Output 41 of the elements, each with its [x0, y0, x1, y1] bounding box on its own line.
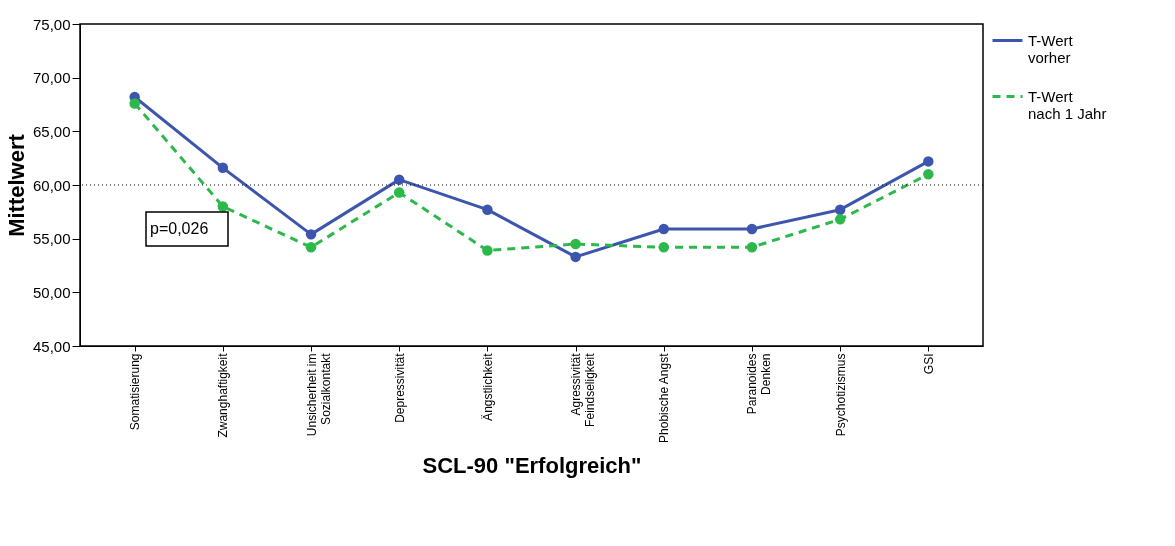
point	[570, 238, 581, 250]
point	[393, 187, 405, 198]
y-tick-label: 70,00	[32, 69, 71, 87]
point	[217, 162, 229, 174]
y-tick-label: 75,00	[32, 15, 71, 33]
x-tick-label: Paranoides Denken	[745, 353, 774, 415]
point	[217, 201, 229, 212]
point	[305, 229, 317, 240]
point	[746, 242, 758, 253]
point	[834, 204, 846, 215]
x-tick-label: Zwanghaftigkeit	[216, 352, 231, 438]
point	[570, 251, 581, 263]
x-tick-label: Psychotizismus	[833, 353, 848, 437]
y-tick-label: 50,00	[32, 283, 71, 301]
point	[658, 242, 670, 253]
legend-label: T-Wert vorher	[1028, 31, 1074, 66]
point	[482, 204, 493, 215]
x-tick-label: Phobische Angst	[657, 352, 672, 443]
point	[834, 214, 846, 225]
point	[129, 98, 140, 109]
point	[658, 223, 670, 235]
point	[305, 242, 317, 253]
annotation: p=0,026	[150, 220, 209, 237]
x-tick-label: Agressivität Feindseligkeit	[569, 352, 598, 427]
x-tick-label: Somatisierung	[128, 353, 143, 431]
point	[746, 223, 758, 235]
legend-label: T-Wert nach 1 Jahr	[1028, 87, 1107, 122]
y-tick-label: 65,00	[32, 122, 71, 140]
point	[393, 174, 405, 185]
y-tick-label: 45,00	[32, 337, 71, 355]
x-axis-title: SCL-90 "Erfolgreich"	[422, 452, 642, 478]
y-tick-label: 55,00	[32, 230, 71, 248]
point	[923, 156, 934, 167]
y-tick-label: 60,00	[32, 176, 71, 194]
x-tick-label: Unsicherheit im Sozialkontakt	[304, 352, 333, 437]
point	[923, 169, 934, 180]
x-tick-label: GSI	[921, 353, 936, 375]
point	[482, 245, 493, 256]
x-tick-label: Depressivität	[392, 352, 407, 423]
x-tick-label: Ängstlichkeit	[480, 352, 495, 421]
y-axis-title: Mittelwert	[3, 133, 29, 237]
